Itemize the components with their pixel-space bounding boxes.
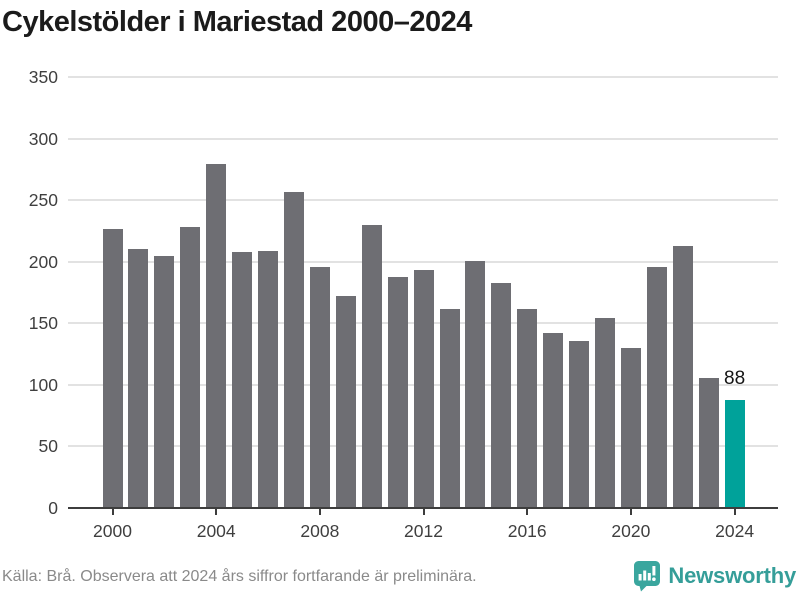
source-note: Källa: Brå. Observera att 2024 års siffr…: [2, 568, 477, 585]
x-tick-2012: [422, 509, 425, 515]
bar-2003: [180, 227, 201, 508]
bar-2005: [232, 251, 253, 508]
bar-2019: [595, 318, 615, 508]
y-axis-label-250: 250: [28, 190, 58, 211]
bar-2010: [361, 224, 382, 508]
bar-2023: [698, 377, 719, 508]
x-axis-label-2012: 2012: [404, 521, 443, 541]
x-tick-2020: [629, 509, 632, 515]
bar-2021: [646, 266, 667, 508]
gridline-y-350: [68, 76, 778, 78]
x-tick-2024: [733, 509, 736, 515]
y-axis-label-100: 100: [28, 374, 58, 395]
bar-2016: [517, 308, 538, 508]
y-axis-label-150: 150: [28, 313, 58, 334]
y-axis-label-300: 300: [28, 128, 58, 149]
x-tick-2000: [111, 509, 114, 515]
bar-2020: [620, 347, 641, 508]
y-axis-label-350: 350: [28, 67, 58, 87]
x-axis-label-2000: 2000: [93, 521, 132, 541]
bar-2012: [413, 270, 434, 508]
newsworthy-logo-icon: [633, 560, 661, 592]
brand-name: Newsworthy: [668, 563, 796, 588]
bar-2013: [439, 308, 460, 508]
bar-2018: [569, 340, 590, 508]
y-axis-label-200: 200: [28, 251, 58, 272]
gridline-y-200: [68, 260, 778, 263]
bar-2008: [309, 266, 330, 508]
gridline-y-250: [68, 199, 778, 202]
bar-2024: [724, 399, 745, 508]
bar-2022: [672, 245, 693, 508]
highlight-value-label: 88: [724, 367, 746, 389]
gridline-y-300: [68, 137, 778, 140]
footer: Källa: Brå. Observera att 2024 års siffr…: [0, 558, 800, 600]
x-axis-label-2008: 2008: [300, 521, 340, 541]
x-axis-label-2020: 2020: [611, 521, 651, 541]
bar-2001: [128, 249, 149, 508]
chart-title: Cykelstölder i Mariestad 2000–2024: [2, 6, 472, 38]
bar-2014: [465, 260, 486, 508]
bar-2017: [543, 333, 564, 508]
bar-2006: [258, 250, 278, 508]
x-axis-label-2016: 2016: [507, 521, 547, 541]
bar-2011: [387, 276, 408, 508]
y-axis-label-0: 0: [48, 498, 58, 518]
bar-2009: [335, 296, 356, 508]
x-axis-label-2024: 2024: [715, 521, 755, 541]
newsworthy-brand: Newsworthy: [633, 560, 796, 592]
x-tick-2004: [215, 509, 218, 515]
bar-2002: [154, 255, 175, 508]
x-axis-line: [68, 507, 778, 509]
y-axis-label-50: 50: [38, 436, 58, 457]
bar-2007: [283, 191, 304, 508]
x-axis-label-2004: 2004: [196, 521, 236, 541]
bar-2004: [206, 164, 227, 508]
x-tick-2016: [526, 509, 529, 515]
x-tick-2008: [318, 509, 321, 515]
bar-2000: [102, 228, 123, 508]
bar-2015: [491, 282, 512, 508]
